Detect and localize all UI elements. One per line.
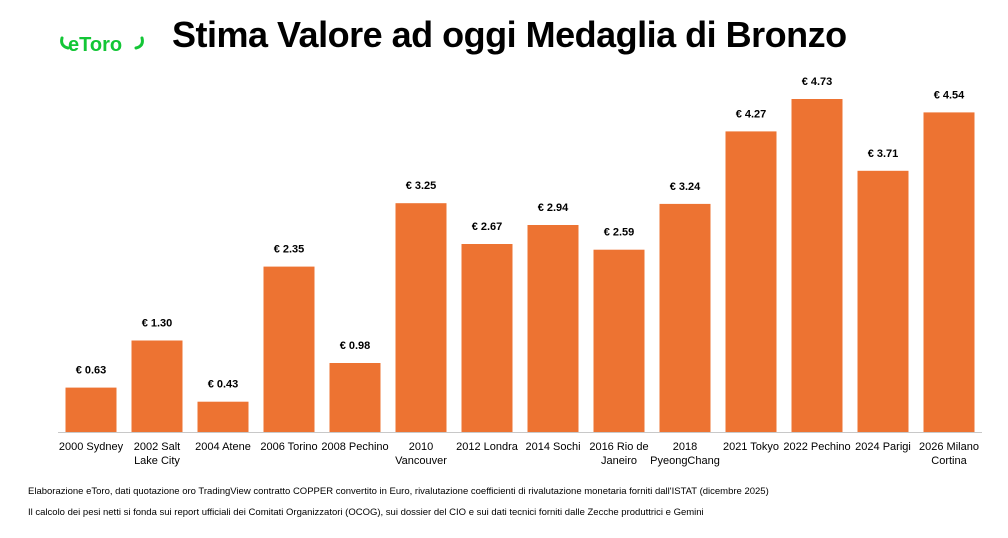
chart-title: Stima Valore ad oggi Medaglia di Bronzo [172, 14, 847, 55]
value-label-4: € 0.98 [340, 340, 371, 352]
source-note: Elaborazione eToro, dati quotazione oro … [28, 486, 769, 497]
value-label-1: € 1.30 [142, 318, 173, 330]
bar-3 [263, 266, 315, 432]
bar-9 [659, 203, 711, 432]
category-label-5: 2010 Vancouver [395, 441, 447, 467]
bar-11 [791, 99, 843, 432]
value-label-12: € 3.71 [868, 148, 899, 160]
category-labels-group: 2000 Sydney 2002 Salt Lake City 2004 Atene 2… [59, 441, 979, 467]
bar-6 [461, 244, 513, 432]
value-labels-group: € 0.63 € 1.30 € 0.43 € 2.35 € 0.98 € 3.25 € 2.… [76, 76, 965, 391]
category-label-10: 2021 Tokyo [723, 441, 779, 453]
etoro-logo: eToro [60, 34, 144, 56]
logo-horn-left [60, 36, 70, 50]
category-label-0: 2000 Sydney [59, 441, 124, 453]
bar-10 [725, 131, 777, 432]
category-label-11: 2022 Pechino [783, 441, 850, 453]
bar-7 [527, 225, 579, 432]
category-label-8: 2016 Rio de Janeiro [589, 441, 648, 467]
bar-13 [923, 112, 975, 433]
category-label-1: 2002 Salt Lake City [134, 441, 181, 467]
category-label-2: 2004 Atene [195, 441, 251, 453]
value-label-9: € 3.24 [670, 181, 701, 193]
category-label-12: 2024 Parigi [855, 441, 911, 453]
value-label-2: € 0.43 [208, 379, 239, 391]
logo-text: eToro [68, 34, 122, 56]
bar-2 [197, 401, 249, 432]
value-label-7: € 2.94 [538, 202, 569, 214]
value-label-3: € 2.35 [274, 244, 305, 256]
bar-0 [65, 387, 117, 432]
category-label-4: 2008 Pechino [321, 441, 388, 453]
value-label-8: € 2.59 [604, 227, 635, 239]
value-label-5: € 3.25 [406, 180, 437, 192]
value-label-10: € 4.27 [736, 108, 767, 120]
category-label-7: 2014 Sochi [525, 441, 580, 453]
value-label-6: € 2.67 [472, 221, 503, 233]
value-label-0: € 0.63 [76, 365, 107, 377]
category-label-9: 2018 PyeongChang [650, 441, 720, 467]
bars-group [65, 99, 975, 433]
value-label-13: € 4.54 [934, 89, 965, 101]
category-label-3: 2006 Torino [260, 441, 317, 453]
bar-5 [395, 203, 447, 432]
bar-8 [593, 249, 645, 432]
bar-12 [857, 170, 909, 433]
logo-horn-right [134, 36, 144, 50]
value-label-11: € 4.73 [802, 76, 833, 88]
category-label-6: 2012 Londra [456, 441, 519, 453]
bar-4 [329, 363, 381, 432]
bar-1 [131, 340, 183, 432]
category-label-13: 2026 Milano Cortina [919, 441, 979, 467]
method-note: Il calcolo dei pesi netti si fonda sui r… [28, 507, 704, 518]
